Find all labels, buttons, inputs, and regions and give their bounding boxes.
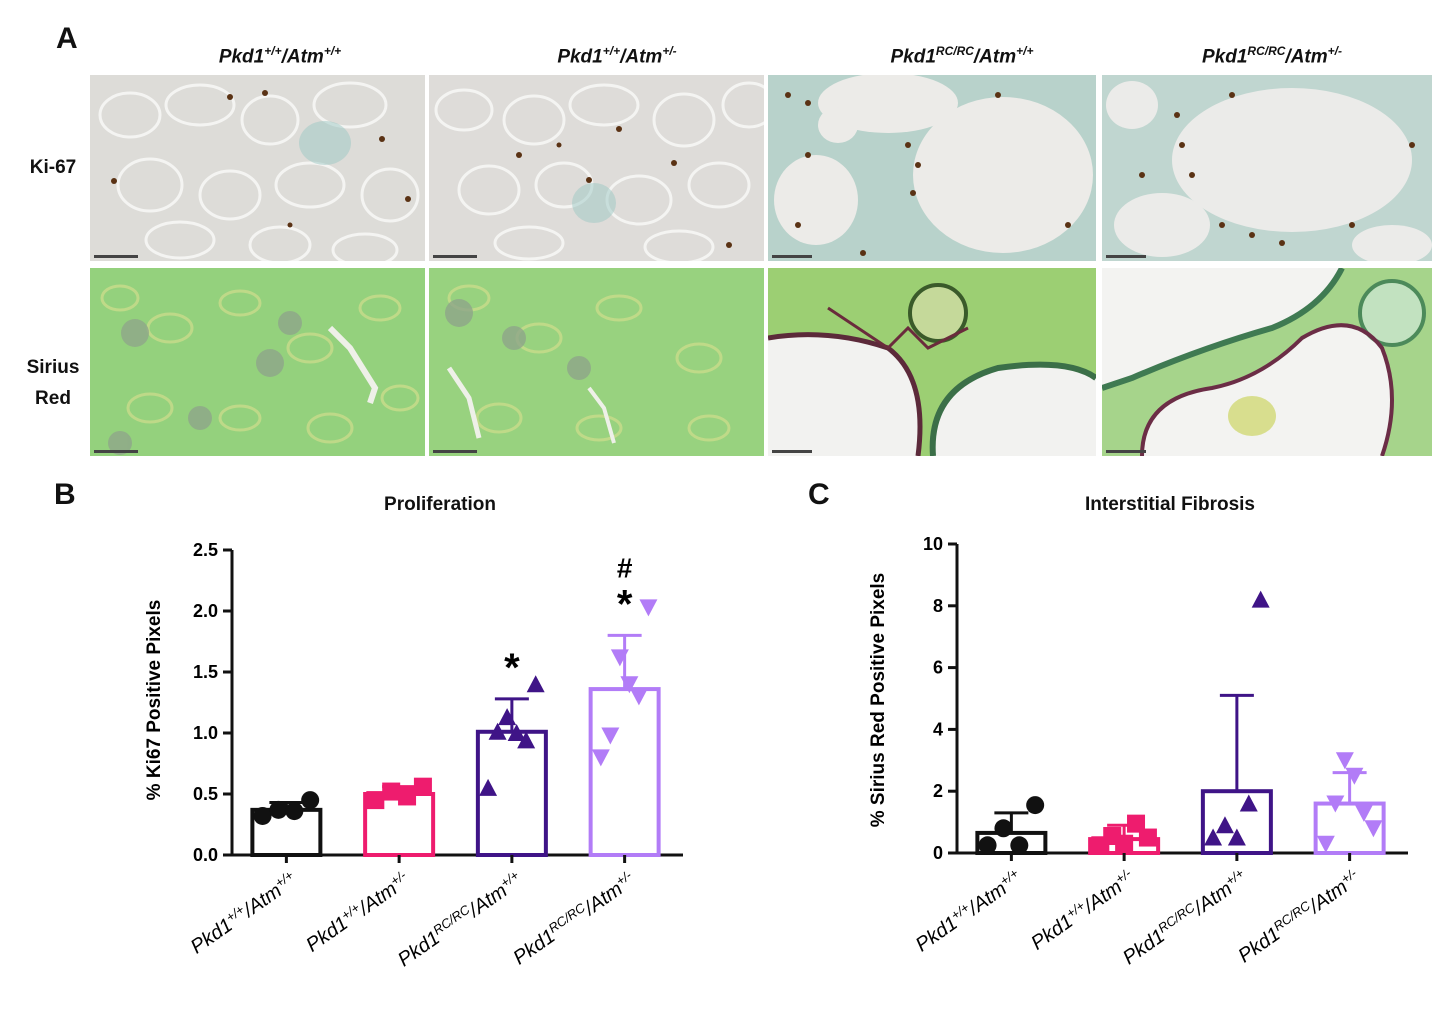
data-point [488, 722, 507, 740]
y-tick-label: 2.5 [193, 540, 218, 560]
data-point [517, 731, 536, 749]
micrograph-sirius-rc-het [1102, 268, 1432, 456]
data-point [269, 800, 288, 819]
micrograph-sirius-wt [90, 268, 425, 456]
row-label-ki67: Ki-67 [29, 157, 77, 178]
data-point [591, 749, 610, 767]
data-point [601, 727, 620, 745]
x-tick-label: Pkd1RC/RC/Atm+/+ [393, 867, 528, 971]
data-point [610, 649, 629, 667]
micrograph-ki67-het [429, 75, 764, 261]
data-point [498, 708, 517, 726]
column-heading: Pkd1+/+/Atm+/- [557, 44, 677, 68]
data-point [366, 791, 385, 810]
micrograph-ki67-rc-het [1102, 75, 1432, 261]
chart-title-fibrosis: Interstitial Fibrosis [1085, 494, 1255, 515]
significance-marker: # [617, 552, 633, 583]
data-point [507, 724, 526, 741]
data-point [398, 787, 417, 806]
y-tick-label: 2.0 [193, 601, 218, 621]
x-tick-label: Pkd1RC/RC/Atm+/- [508, 867, 640, 970]
column-heading: Pkd1RC/RC/Atm+/+ [890, 44, 1034, 68]
data-point [526, 675, 545, 693]
y-tick-label: 0.0 [193, 845, 218, 865]
y-tick-label: 0.5 [193, 784, 218, 804]
x-tick-label: Pkd1+/+/Atm+/- [301, 867, 415, 957]
y-tick-label: 1.0 [193, 723, 218, 743]
data-point [382, 782, 401, 801]
data-point [301, 791, 320, 810]
significance-marker: * [617, 582, 633, 626]
micrograph-ki67-wt [90, 75, 425, 261]
x-tick-label: Pkd1+/+/Atm+/+ [185, 867, 301, 959]
micrograph-sirius-het [429, 268, 764, 456]
data-point [285, 802, 304, 821]
data-point [479, 778, 498, 796]
significance-marker: * [504, 646, 520, 690]
panel-b-letter: B [54, 478, 76, 511]
column-heading: Pkd1+/+/Atm+/+ [218, 44, 342, 68]
y-axis-label: % Ki67 Positive Pixels [144, 600, 165, 801]
row-label-sirius-red: Sirius Red [26, 357, 80, 409]
micrograph-ki67-rc [768, 75, 1096, 261]
data-point [253, 806, 272, 825]
column-heading: Pkd1RC/RC/Atm+/- [1202, 44, 1342, 68]
panel-a-letter: A [56, 22, 78, 55]
data-point [620, 676, 639, 694]
chart-title-proliferation: Proliferation [384, 494, 496, 515]
micrograph-sirius-rc [768, 268, 1096, 456]
panel-c-letter: C [808, 478, 830, 511]
data-point [639, 599, 658, 617]
y-tick-label: 1.5 [193, 662, 218, 682]
data-point [629, 688, 648, 706]
bar [588, 687, 661, 858]
data-point [413, 777, 432, 796]
